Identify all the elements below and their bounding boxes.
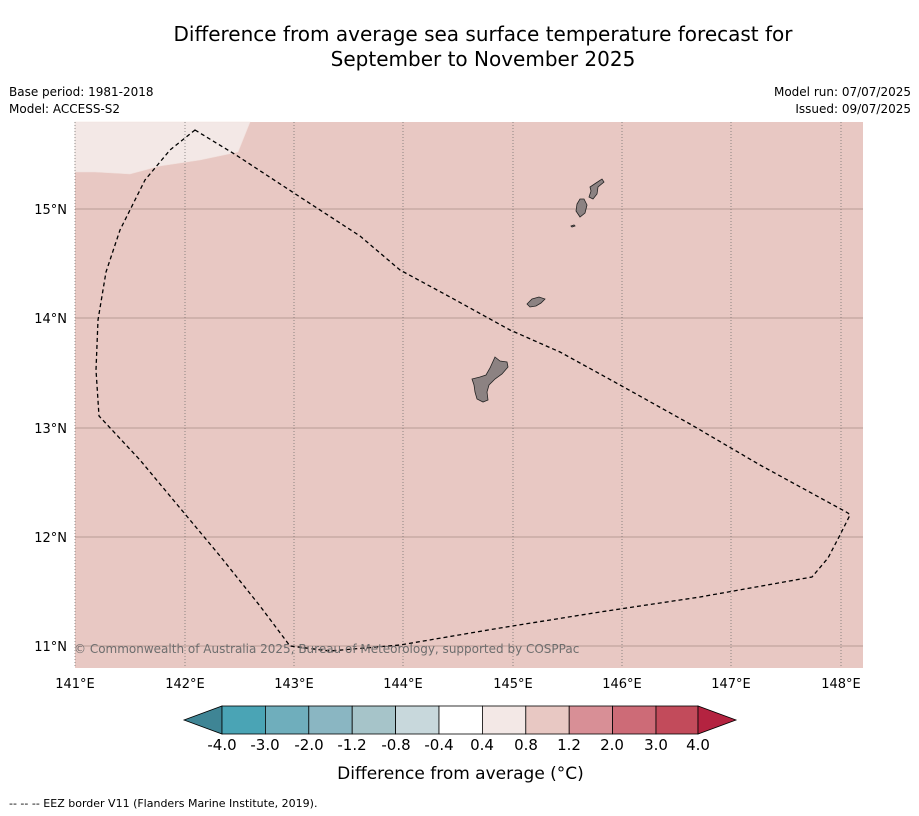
colorbar-tick: -4.0: [207, 736, 237, 754]
colorbar-bin: [264, 705, 310, 735]
aguijan-islet: [570, 224, 576, 228]
cooler-anomaly-patch: [74, 121, 251, 175]
colorbar-high-extend: [697, 705, 738, 735]
base-period: Base period: 1981-2018: [9, 85, 154, 99]
sst-anomaly-field: [75, 122, 863, 668]
lon-label: 142°E: [165, 677, 205, 692]
title-line-1: Difference from average sea surface temp…: [173, 22, 793, 46]
lon-label: 144°E: [383, 677, 423, 692]
colorbar-tick: 0.8: [514, 736, 538, 754]
lat-label: 11°N: [34, 640, 67, 655]
colorbar-tick: 0.4: [470, 736, 494, 754]
colorbar-bin: [395, 705, 440, 735]
islands: [471, 178, 605, 403]
colorbar-bin: [438, 705, 483, 735]
saipan-island: [588, 178, 605, 200]
lon-label: 147°E: [711, 677, 751, 692]
colorbar-tick: 4.0: [686, 736, 710, 754]
gridlines: [74, 122, 842, 668]
colorbar-tick: 2.0: [600, 736, 624, 754]
colorbar-tick: -2.0: [294, 736, 324, 754]
map-title: Difference from average sea surface temp…: [0, 22, 919, 72]
model-name: Model: ACCESS-S2: [9, 102, 121, 116]
tinian-island: [575, 198, 588, 218]
eez-footnote: -- -- -- EEZ border V11 (Flanders Marine…: [9, 797, 318, 810]
meta-left: Base period: 1981-2018 Model: ACCESS-S2: [9, 84, 154, 118]
longitude-labels: 141°E 142°E 143°E 144°E 145°E 146°E 147°…: [55, 677, 861, 692]
title-line-2: September to November 2025: [330, 47, 636, 71]
lat-label: 13°N: [34, 422, 67, 437]
lat-label: 12°N: [34, 531, 67, 546]
colorbar-bin: [221, 705, 266, 735]
model-run: Model run: 07/07/2025: [773, 85, 911, 99]
issued-date: Issued: 09/07/2025: [795, 102, 911, 116]
map-plot-area: [74, 121, 863, 668]
lon-label: 143°E: [274, 677, 314, 692]
colorbar-bin: [481, 705, 527, 735]
lat-label: 14°N: [34, 312, 67, 327]
lat-label: 15°N: [34, 203, 67, 218]
guam-island: [471, 356, 509, 403]
colorbar-bin: [655, 705, 699, 735]
colorbar-tick: 3.0: [644, 736, 668, 754]
latitude-labels: 15°N 14°N 13°N 12°N 11°N: [34, 203, 67, 655]
colorbar-bin: [308, 705, 353, 735]
colorbar-tick: -1.2: [337, 736, 367, 754]
colorbar-title: Difference from average (°C): [337, 764, 584, 784]
colorbar-bin: [351, 705, 397, 735]
colorbar-bin: [568, 705, 614, 735]
lon-label: 145°E: [493, 677, 533, 692]
colorbar-low-extend: [182, 705, 223, 735]
colorbar-bin: [525, 705, 570, 735]
lon-label: 146°E: [602, 677, 642, 692]
eez-border: [95, 129, 851, 652]
colorbar-tick: 1.2: [557, 736, 581, 754]
colorbar: [182, 705, 738, 735]
copyright-notice: © Commonwealth of Australia 2025, Bureau…: [74, 642, 580, 656]
colorbar-tick: -0.8: [381, 736, 411, 754]
parallels: [75, 208, 863, 647]
lon-label: 148°E: [821, 677, 861, 692]
colorbar-tick: -0.4: [424, 736, 454, 754]
colorbar-bin: [612, 705, 657, 735]
rota-island: [526, 296, 546, 308]
meta-right: Model run: 07/07/2025 Issued: 09/07/2025: [774, 84, 911, 118]
lon-label: 141°E: [55, 677, 95, 692]
colorbar-tick: -3.0: [250, 736, 280, 754]
